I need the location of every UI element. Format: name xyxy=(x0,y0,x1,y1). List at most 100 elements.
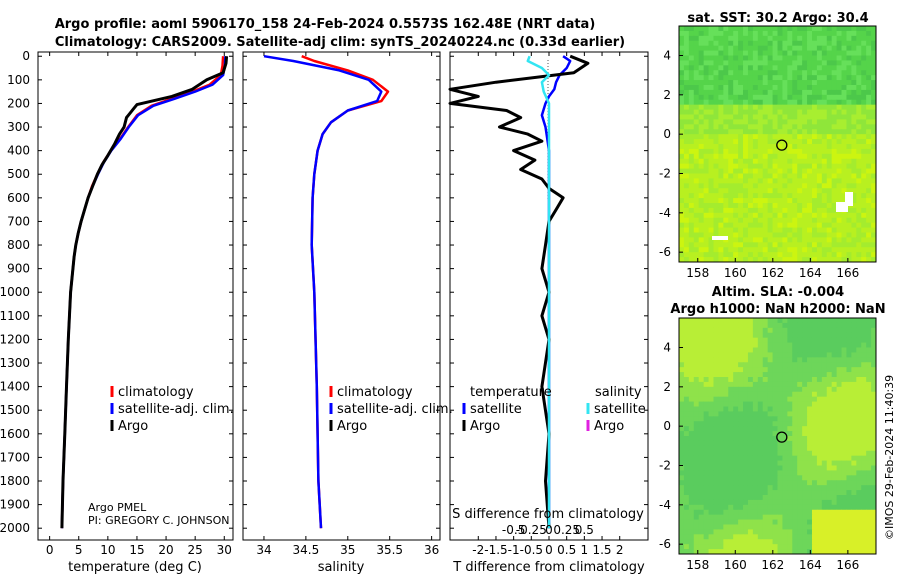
map-cell xyxy=(679,529,685,535)
map-cell xyxy=(782,119,788,125)
map-cell xyxy=(723,504,729,511)
map-cell xyxy=(856,203,862,209)
map-cell xyxy=(772,470,778,476)
map-cell xyxy=(831,372,838,378)
map-cell xyxy=(747,114,754,120)
map-cell xyxy=(708,85,714,91)
map-cell xyxy=(856,372,862,378)
map-cell xyxy=(688,237,695,243)
map-cell xyxy=(777,104,783,111)
map-cell xyxy=(816,372,823,378)
map-cell xyxy=(772,544,778,550)
map-cell xyxy=(743,242,749,248)
pi-note-line1: Argo PMEL xyxy=(88,501,147,514)
map-cell xyxy=(816,499,823,506)
map-cell xyxy=(777,237,783,243)
map-cell xyxy=(811,163,818,170)
map-cell xyxy=(856,455,862,462)
map-cell xyxy=(851,318,857,324)
map-cell xyxy=(811,89,818,96)
map-cell xyxy=(718,347,724,353)
map-cell xyxy=(811,495,818,501)
map-cell xyxy=(688,45,695,52)
map-cell xyxy=(836,212,843,219)
map-cell xyxy=(826,440,833,447)
map-cell xyxy=(718,89,724,96)
map-cell xyxy=(811,352,818,358)
map-cell xyxy=(772,114,778,120)
map-cell xyxy=(713,257,719,263)
map-cell xyxy=(861,431,867,437)
map-cell xyxy=(816,460,823,466)
map-cell xyxy=(782,217,788,224)
map-cell xyxy=(747,372,754,378)
map-cell xyxy=(713,475,719,481)
map-cell xyxy=(797,322,803,329)
map-cell xyxy=(703,94,710,101)
map-cell xyxy=(767,80,774,86)
map-cell xyxy=(782,440,788,447)
map-cell xyxy=(802,148,808,155)
map-cell xyxy=(807,114,813,120)
map-cell xyxy=(851,257,857,263)
map-cell xyxy=(841,495,847,501)
map-cell xyxy=(841,509,847,516)
map-cell xyxy=(683,327,690,334)
map-cell xyxy=(747,40,754,47)
map-cell xyxy=(767,416,774,422)
map-cell xyxy=(851,411,857,417)
map-cell xyxy=(807,327,813,334)
depth-tick-label: 200 xyxy=(7,96,30,110)
map-cell xyxy=(811,148,818,155)
map-cell xyxy=(816,332,823,339)
map-cell xyxy=(738,544,744,550)
map-cell xyxy=(836,148,843,155)
map-cell xyxy=(826,327,833,334)
map-cell xyxy=(752,381,759,388)
map-cell xyxy=(693,534,700,540)
map-cell xyxy=(698,60,705,66)
map-cell xyxy=(836,342,843,348)
map-cell xyxy=(708,109,714,115)
map-cell xyxy=(777,342,783,348)
map-cell xyxy=(683,124,690,130)
map-cell xyxy=(728,440,734,447)
map-cell xyxy=(846,26,852,32)
map-cell xyxy=(777,470,783,476)
map-cell xyxy=(757,421,764,427)
map-cell xyxy=(816,104,823,111)
map-cell xyxy=(757,357,764,363)
map-cell xyxy=(821,445,828,452)
map-cell xyxy=(698,40,705,47)
map-cell xyxy=(703,465,710,471)
map-cell xyxy=(821,352,828,358)
map-cell xyxy=(836,327,843,334)
map-cell xyxy=(708,465,714,471)
map-cell xyxy=(802,318,808,324)
map-cell xyxy=(811,322,818,329)
map-cell xyxy=(782,426,788,432)
map-cell xyxy=(772,519,778,525)
map-cell xyxy=(821,509,828,516)
map-cell xyxy=(831,357,838,363)
map-cell xyxy=(698,332,705,339)
map-cell xyxy=(718,65,724,71)
map-cell xyxy=(856,509,862,516)
map-cell xyxy=(851,475,857,481)
map-cell xyxy=(762,431,769,437)
map-cell xyxy=(846,485,852,491)
map-cell xyxy=(743,183,749,189)
map-cell xyxy=(703,60,710,66)
map-cell xyxy=(693,372,700,378)
map-cell xyxy=(777,544,783,550)
map-cell xyxy=(762,242,769,248)
map-cell xyxy=(871,342,877,348)
map-cell xyxy=(679,212,685,219)
map-cell xyxy=(747,217,754,224)
map-cell xyxy=(693,332,700,339)
map-cell xyxy=(733,490,739,496)
map-cell xyxy=(866,65,872,71)
map-cell xyxy=(856,352,862,358)
map-cell xyxy=(679,148,685,155)
map-cell xyxy=(831,144,838,150)
